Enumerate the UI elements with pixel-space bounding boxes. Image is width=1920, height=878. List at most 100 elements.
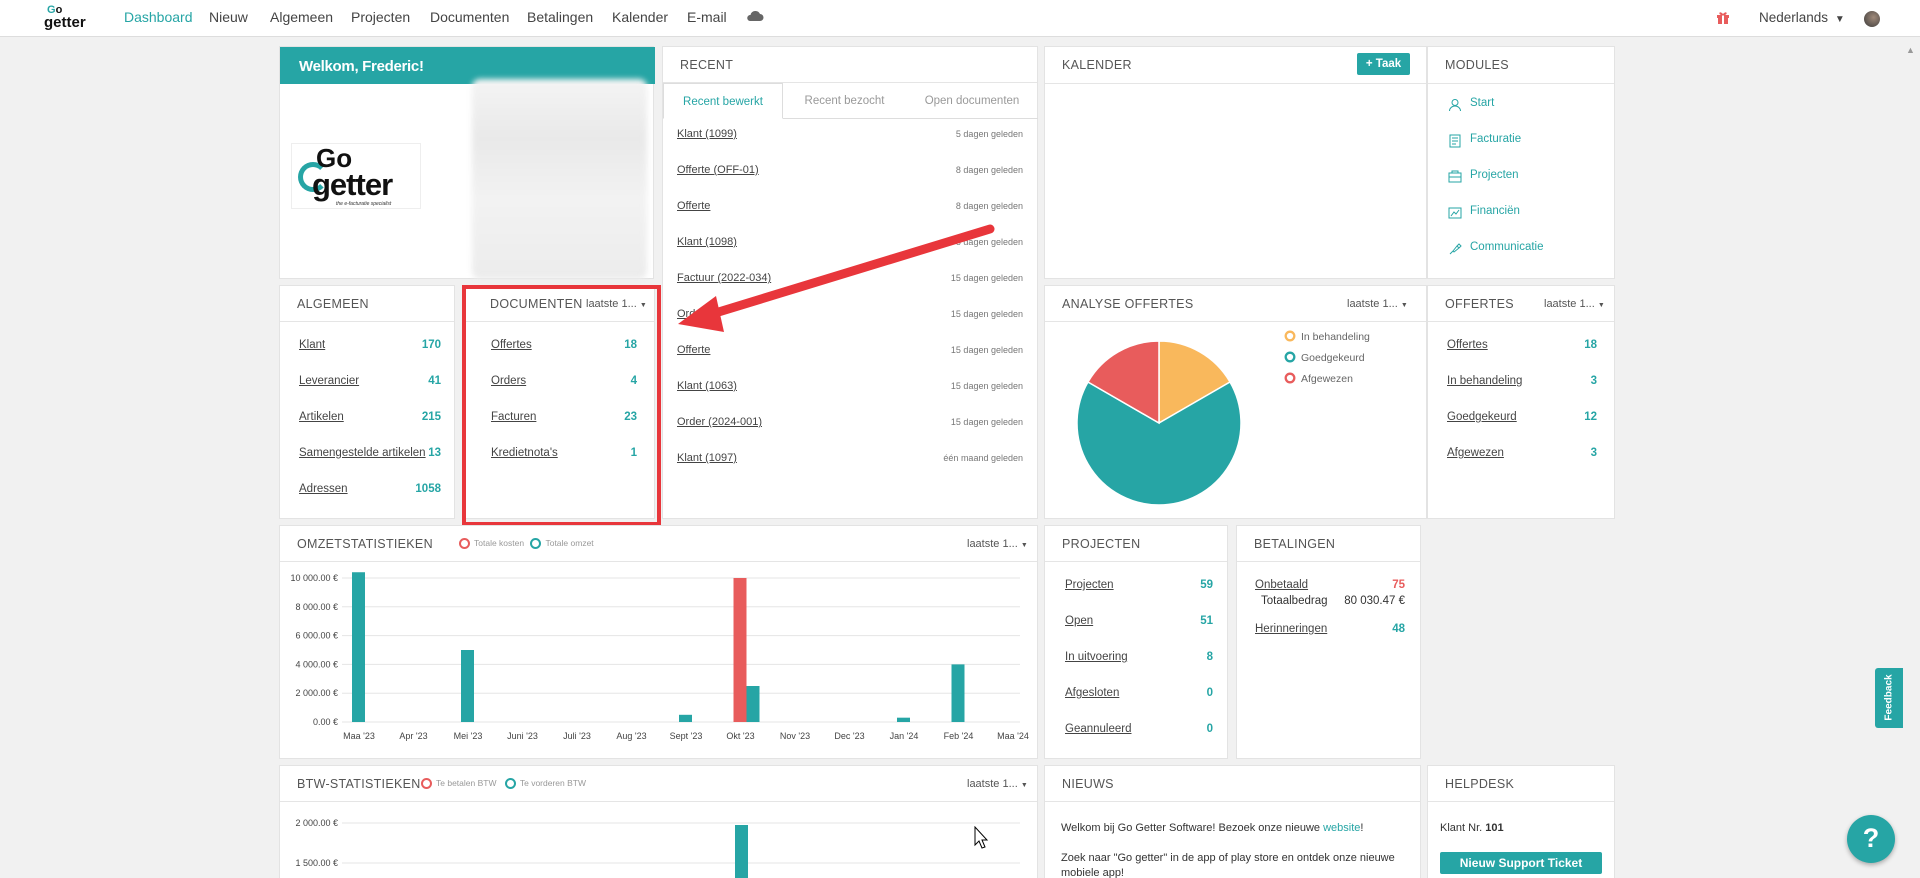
omzet-bar-omzet — [897, 717, 910, 722]
algemeen-row-link[interactable]: Artikelen — [299, 411, 344, 423]
filter-label: laatste 1... — [1347, 298, 1398, 310]
recent-item-link[interactable]: Order (2024-001) — [677, 416, 762, 428]
recent-item-link[interactable]: Klant (1097) — [677, 452, 737, 464]
tab-recent-bezocht[interactable]: Recent bezocht — [783, 83, 906, 119]
documenten-row-link[interactable]: Facturen — [491, 411, 537, 423]
recent-item-link[interactable]: Offerte — [677, 344, 711, 356]
caret-down-icon: ▼ — [1834, 14, 1845, 25]
scrollbar-track[interactable] — [1904, 38, 1920, 878]
recent-item-link[interactable]: Offerte (OFF-01) — [677, 164, 759, 176]
onbetaald-value: 75 — [1392, 579, 1405, 591]
cloud-icon[interactable] — [746, 9, 764, 28]
algemeen-row-value: 41 — [428, 375, 441, 387]
filter-label: laatste 1... — [1544, 298, 1595, 310]
recent-item: Klant (1097) één maand geleden — [677, 452, 1023, 468]
gift-icon[interactable] — [1716, 11, 1730, 30]
nav-email[interactable]: E-mail — [687, 9, 727, 25]
recent-item-link[interactable]: Klant (1063) — [677, 380, 737, 392]
highlight-annotation-box — [462, 285, 661, 526]
nieuws-header: NIEUWS — [1045, 766, 1420, 802]
documenten-filter-dropdown[interactable]: laatste 1... ▼ — [586, 298, 647, 310]
projecten-row-link[interactable]: Projecten — [1065, 579, 1114, 591]
legend-totale-kosten[interactable]: Totale kosten — [459, 538, 524, 550]
pie-slice — [1086, 340, 1160, 425]
pie-slice — [1158, 340, 1232, 425]
scroll-up-arrow[interactable]: ▲ — [1906, 45, 1915, 55]
nav-projecten[interactable]: Projecten — [351, 9, 411, 25]
recent-item-link[interactable]: Offerte — [677, 200, 711, 212]
documenten-row-link[interactable]: Kredietnota's — [491, 447, 558, 459]
recent-item-link[interactable]: Klant (1098) — [677, 236, 737, 248]
recent-panel: RECENT Recent bewerkt Recent bezocht Ope… — [662, 46, 1038, 519]
recent-item: Factuur (2022-034) 15 dagen geleden — [677, 272, 1023, 288]
offertes-row-link[interactable]: Afgewezen — [1447, 447, 1504, 459]
algemeen-panel: ALGEMEEN Klant 170 Leverancier 41 Artikelen 2… — [279, 285, 455, 519]
tab-recent-bewerkt[interactable]: Recent bewerkt — [663, 83, 783, 119]
recent-item-link[interactable]: Order — [677, 308, 706, 320]
feedback-tab[interactable]: Feedback — [1875, 668, 1903, 728]
documenten-row-link[interactable]: Offertes — [491, 339, 532, 351]
omzet-filter-dropdown[interactable]: laatste 1... ▼ — [967, 538, 1028, 550]
tab-open-documenten[interactable]: Open documenten — [906, 83, 1038, 119]
legend-totale-omzet[interactable]: Totale omzet — [530, 538, 594, 550]
top-navbar: Go getter Dashboard Nieuw Algemeen Projecte… — [0, 0, 1920, 37]
projecten-row-link[interactable]: In uitvoering — [1065, 651, 1128, 663]
documenten-row-value: 18 — [624, 339, 637, 351]
offertes-row-link[interactable]: Offertes — [1447, 339, 1488, 351]
offertes-row-value: 12 — [1584, 411, 1597, 423]
nav-kalender[interactable]: Kalender — [612, 9, 669, 25]
helpdesk-panel: HELPDESK Klant Nr. 101 Nieuw Support Tic… — [1427, 765, 1615, 878]
btw-header: BTW-STATISTIEKEN laatste 1... ▼ Te betal… — [280, 766, 1037, 802]
herinneringen-link[interactable]: Herinneringen — [1255, 623, 1328, 635]
nieuws-text: Welkom bij Go Getter Software! Bezoek on… — [1061, 822, 1364, 834]
offertes-filter-dropdown[interactable]: laatste 1... ▼ — [1544, 298, 1605, 310]
nav-nieuw[interactable]: Nieuw — [209, 9, 248, 25]
nav-algemeen[interactable]: Algemeen — [270, 9, 334, 25]
omzet-y-tick: 2 000.00 € — [295, 688, 338, 698]
nav-dashboard[interactable]: Dashboard — [124, 9, 193, 25]
omzet-x-tick: Mei '23 — [454, 731, 483, 741]
onbetaald-link[interactable]: Onbetaald — [1255, 579, 1309, 591]
algemeen-row-link[interactable]: Samengestelde artikelen — [299, 447, 426, 459]
add-task-button[interactable]: + Taak — [1357, 53, 1410, 75]
calendar-title: KALENDER — [1062, 58, 1132, 72]
caret-down-icon: ▼ — [639, 302, 647, 309]
legend-te-vorderen-btw[interactable]: Te vorderen BTW — [504, 778, 586, 790]
algemeen-row-link[interactable]: Klant — [299, 339, 326, 351]
recent-item-link[interactable]: Klant (1099) — [677, 128, 737, 140]
betalingen-panel: BETALINGEN Onbetaald 75 Totaalbedrag 80 … — [1236, 525, 1421, 759]
pie-legend-marker — [1284, 351, 1296, 363]
caret-down-icon: ▼ — [1400, 302, 1408, 309]
recent-item-link[interactable]: Factuur (2022-034) — [677, 272, 772, 284]
documenten-row-value: 4 — [630, 375, 637, 387]
btw-filter-dropdown[interactable]: laatste 1... ▼ — [967, 778, 1028, 790]
algemeen-title: ALGEMEEN — [297, 297, 369, 311]
user-avatar[interactable] — [1864, 11, 1880, 27]
offertes-row-link[interactable]: In behandeling — [1447, 375, 1523, 387]
filter-label: laatste 1... — [967, 778, 1018, 790]
omzet-bar-omzet — [679, 714, 692, 722]
nav-documenten[interactable]: Documenten — [430, 9, 510, 25]
new-support-ticket-button[interactable]: Nieuw Support Ticket — [1440, 852, 1602, 874]
module-label: Financiën — [1470, 205, 1520, 217]
documenten-row-link[interactable]: Orders — [491, 375, 527, 387]
projecten-row-link[interactable]: Open — [1065, 615, 1094, 627]
omzet-x-tick: Sept '23 — [670, 731, 703, 741]
recent-item: Offerte 15 dagen geleden — [677, 344, 1023, 360]
help-button[interactable]: ? — [1847, 815, 1895, 863]
projecten-row-link[interactable]: Afgesloten — [1065, 687, 1120, 699]
analyse-filter-dropdown[interactable]: laatste 1... ▼ — [1347, 298, 1408, 310]
algemeen-row-link[interactable]: Adressen — [299, 483, 348, 495]
nav-betalingen[interactable]: Betalingen — [527, 9, 594, 25]
module-label: Projecten — [1470, 169, 1519, 181]
website-link[interactable]: website — [1323, 822, 1361, 834]
algemeen-row-link[interactable]: Leverancier — [299, 375, 360, 387]
omzet-x-tick: Dec '23 — [834, 731, 864, 741]
offertes-row-link[interactable]: Goedgekeurd — [1447, 411, 1517, 423]
language-select[interactable]: Nederlands ▼ — [1759, 10, 1845, 25]
btw-panel: BTW-STATISTIEKEN laatste 1... ▼ Te betal… — [279, 765, 1038, 878]
app-logo[interactable]: Go getter — [44, 4, 86, 31]
algemeen-row-value: 1058 — [415, 483, 441, 495]
legend-te-betalen-btw[interactable]: Te betalen BTW — [421, 778, 496, 790]
projecten-row-link[interactable]: Geannuleerd — [1065, 723, 1132, 735]
